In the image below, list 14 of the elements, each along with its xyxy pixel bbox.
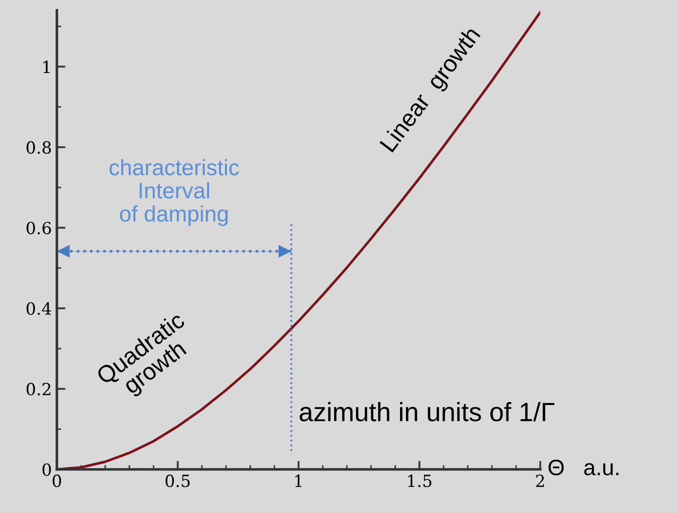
y-tick-label: 0.4 — [26, 302, 52, 315]
y-tick-label: 1 — [43, 60, 50, 73]
x-tick-label: 1.5 — [408, 474, 432, 488]
y-tick-label: 0.6 — [26, 222, 51, 234]
x-tick-label: 0.5 — [166, 474, 190, 488]
x-tick-label: 2 — [536, 474, 544, 487]
annotation: characteristic Interval of damping — [110, 159, 239, 226]
y-tick-label: 0 — [42, 463, 51, 476]
annotation: azimuth in units of 1/Γ — [300, 402, 554, 422]
x-tick-label: 1 — [295, 474, 302, 487]
y-tick-label: 0.2 — [26, 382, 50, 396]
x-tick-label: 0 — [52, 474, 62, 488]
y-tick-label: 0.8 — [26, 141, 51, 154]
x-axis-title: Θ a.u. — [548, 460, 618, 476]
